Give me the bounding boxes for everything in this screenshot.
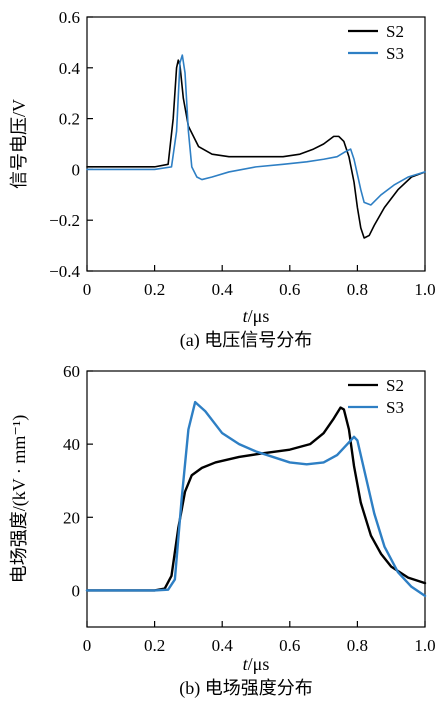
chart-a-plot-frame [86, 16, 426, 272]
chart-a-legend-label-s2: S2 [386, 22, 404, 41]
chart-b-y-tick-label: 20 [63, 508, 80, 527]
chart-b-caption: (b) 电场强度分布 [179, 678, 313, 699]
chart-b-x-tick-label: 0.6 [279, 636, 300, 655]
chart-b-legend-label-s2: S2 [386, 376, 404, 395]
chart-b-x-tick-label: 0.4 [212, 636, 234, 655]
chart-a-x-tick-label: 0.2 [144, 280, 165, 299]
chart-a-y-tick-label: 0.4 [59, 59, 81, 78]
chart-a-x-tick-label: 0.4 [212, 280, 234, 299]
chart-a-y-tick-label: −0.2 [49, 211, 80, 230]
chart-b-x-tick-label: 0.8 [347, 636, 368, 655]
chart-b-y-axis-label: 电场强度/(kV · mm⁻¹) [9, 415, 30, 584]
chart-a-x-tick-label: 0.8 [347, 280, 368, 299]
chart-a-y-axis-label: 信号电压/V [9, 99, 29, 189]
chart-a-y-tick-label: −0.4 [49, 262, 80, 281]
chart-a-x-tick-label: 1.0 [414, 280, 435, 299]
chart-b-x-tick-label: 0.2 [144, 636, 165, 655]
chart-a-x-axis-label: t/μs [243, 306, 270, 326]
chart-a-y-tick-label: 0.6 [59, 8, 80, 27]
chart-b-series-s3-line [85, 400, 427, 598]
chart-b-y-tick-label: 60 [63, 362, 80, 381]
chart-a-caption: (a) 电压信号分布 [180, 330, 312, 351]
chart-a-legend-label-s3: S3 [386, 44, 404, 63]
chart-b-series-s2-line [85, 406, 427, 592]
chart-b-y-tick-label: 40 [63, 435, 80, 454]
chart-a-y-tick-label: 0.2 [59, 110, 80, 129]
chart-b: 0 0.2 0.4 0.6 0.8 1.0 0 20 40 60 S2 S3 t/μs 电场强度/(kV … [9, 362, 436, 699]
chart-b-legend-label-s3: S3 [386, 398, 404, 417]
chart-b-x-tick-label: 0 [83, 636, 92, 655]
chart-b-plot-frame [86, 370, 426, 628]
chart-a-series-s2-line [86, 59, 426, 239]
chart-a: 0 0.2 0.4 0.6 0.8 1.0 −0.4 −0.2 0 0.2 0.4 0.6 S2 S3 t/… [9, 8, 436, 351]
chart-b-x-tick-label: 1.0 [414, 636, 435, 655]
chart-b-y-tick-label: 0 [72, 581, 81, 600]
chart-b-x-axis-label: t/μs [243, 654, 270, 674]
chart-a-series-s3-line [86, 54, 426, 206]
chart-a-x-tick-label: 0.6 [279, 280, 300, 299]
chart-a-x-tick-label: 0 [83, 280, 92, 299]
chart-a-y-tick-label: 0 [72, 160, 81, 179]
